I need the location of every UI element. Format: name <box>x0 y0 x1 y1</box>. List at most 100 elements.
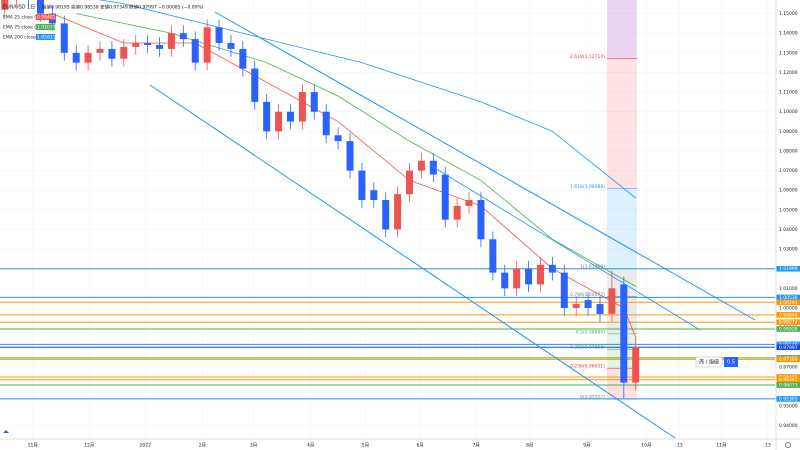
candle-body <box>584 300 592 308</box>
legend-value: 0.98481 <box>37 15 56 21</box>
legend-value: 1.05611 <box>37 35 56 41</box>
x-tick-label: 9月 <box>583 443 590 449</box>
legend-name: EMA 25 close 0 <box>3 15 37 21</box>
candle-body <box>96 48 104 53</box>
y-tick-label: 1.03000 <box>779 247 798 253</box>
price-level-label: 0.98928 <box>779 327 798 333</box>
price-level-label: 0.97380 <box>779 357 798 363</box>
x-tick-label: 13 <box>677 443 683 449</box>
candle-body <box>298 92 306 122</box>
candle-body <box>572 304 580 308</box>
y-tick-label: 1.00000 <box>779 305 798 311</box>
candle-body <box>36 0 44 14</box>
candle-body <box>536 264 544 285</box>
candle-body <box>120 46 128 59</box>
x-tick-label: 11月 <box>716 443 726 449</box>
candle-body <box>191 39 199 63</box>
candle-body <box>441 174 449 220</box>
candle-body <box>310 92 318 112</box>
price-level-tag <box>776 312 800 318</box>
y-tick-label: 1.07000 <box>779 168 798 174</box>
candle-body <box>560 272 568 308</box>
fib-label: 0.236(0.96931) <box>570 364 605 370</box>
settings-icon[interactable] <box>785 442 791 448</box>
fib-zone <box>607 0 637 59</box>
order-qty-box[interactable] <box>724 357 738 367</box>
candle-body <box>453 205 461 220</box>
order-label[interactable]: 売 / 指値 <box>699 359 719 366</box>
y-tick-label: 1.12000 <box>779 70 798 76</box>
legend-value: 1.01077 <box>37 25 56 31</box>
candle-body <box>251 68 259 102</box>
price-level-tag <box>776 344 800 351</box>
y-tick-label: 1.14000 <box>779 31 798 37</box>
fib-label: 0(0.95357) <box>580 395 605 401</box>
fib-label: 1.618(1.06088) <box>570 184 605 190</box>
candle-body <box>429 160 437 175</box>
candle-body <box>275 111 283 132</box>
candle-body <box>525 268 533 285</box>
candle-body <box>608 288 616 314</box>
candle-body <box>1 0 9 10</box>
legend-value-box <box>36 34 55 40</box>
y-tick-label: 1.04000 <box>779 227 798 233</box>
candle-body <box>513 268 521 289</box>
candle-body <box>346 141 354 171</box>
ema-line <box>76 13 636 287</box>
x-tick-label: 3月 <box>250 443 257 449</box>
symbol: EUR/USD <box>3 5 26 11</box>
candle-body <box>632 347 640 383</box>
price-level-tag <box>776 294 800 301</box>
trend-line <box>429 164 701 331</box>
candle-body <box>84 52 92 63</box>
candle-body <box>132 43 140 47</box>
candle-body <box>203 27 211 63</box>
fib-zone <box>607 188 637 269</box>
x-tick-label: 6月 <box>417 443 424 449</box>
price-level-tag <box>776 341 800 348</box>
y-tick-label: 1.06000 <box>779 188 798 194</box>
price-level-label: 1.01999 <box>779 266 798 272</box>
y-tick-label: 1.15000 <box>779 11 798 17</box>
price-level-tag <box>776 319 800 326</box>
fib-zone <box>607 58 637 189</box>
candle-body <box>60 23 68 53</box>
candle-body <box>179 33 187 40</box>
y-tick-label: 1.05000 <box>779 207 798 213</box>
candle-body <box>358 170 366 201</box>
interval: 1日 <box>27 5 35 11</box>
candle-body <box>144 43 152 45</box>
price-level-label: 0.99274 <box>779 320 798 326</box>
candle-body <box>334 135 342 142</box>
y-tick-label: 0.95000 <box>779 404 798 410</box>
y-tick-label: 1.13000 <box>779 50 798 56</box>
y-tick-label: 1.01000 <box>779 286 798 292</box>
price-level-tag <box>776 396 800 402</box>
ema-line <box>98 0 636 199</box>
price-level-tag <box>776 326 800 332</box>
price-level-label: 1.00538 <box>779 295 798 301</box>
price-level-label: 0.95365 <box>779 396 798 402</box>
x-tick-label: 12月 <box>84 443 94 449</box>
candle-body <box>382 200 390 230</box>
fib-label: 0.786(1.00577) <box>570 292 605 298</box>
legend-name: EMA 75 close 0 <box>3 25 37 31</box>
candle-body <box>227 43 235 49</box>
fib-label: 1(1.01999) <box>580 264 605 270</box>
y-tick-label: 1.09000 <box>779 129 798 135</box>
candle-body <box>548 264 556 273</box>
candle-body <box>286 111 294 122</box>
y-tick-label: 1.10000 <box>779 109 798 115</box>
order-qty[interactable]: 0.5 <box>727 360 735 366</box>
y-tick-label: 1.11000 <box>779 90 798 96</box>
candle-body <box>322 111 330 136</box>
logo <box>3 430 9 433</box>
order-button[interactable] <box>695 356 723 368</box>
price-level-label: 0.97997 <box>779 345 798 351</box>
price-level-tag <box>776 356 800 363</box>
candle-body <box>394 194 402 230</box>
y-tick-label: 1.08000 <box>779 148 798 154</box>
fib-label: 0.5(0.98680) <box>576 329 606 335</box>
